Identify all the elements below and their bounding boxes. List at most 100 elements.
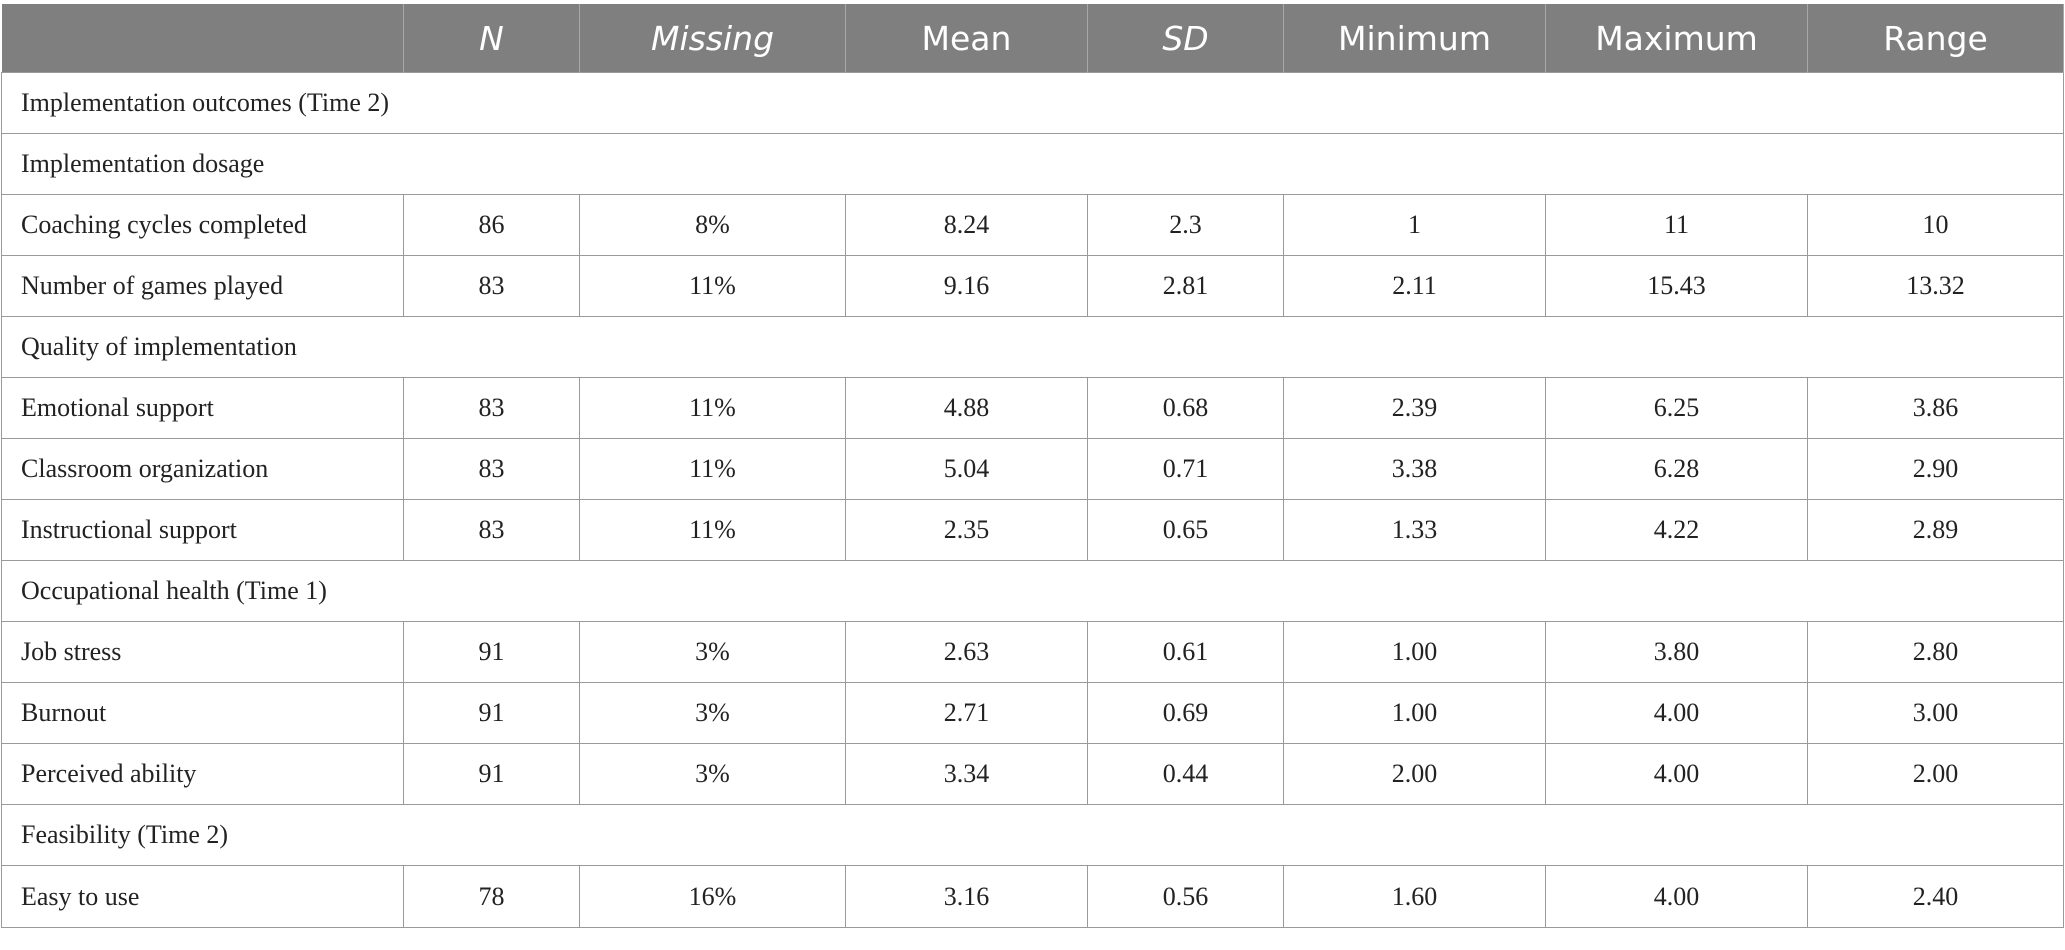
cell-range: 2.00 xyxy=(1807,743,2064,805)
cell-minimum: 2.11 xyxy=(1283,255,1546,317)
cell-sd: 0.61 xyxy=(1087,621,1284,683)
section-row: Implementation outcomes (Time 2) xyxy=(1,72,2064,134)
header-sd: SD xyxy=(1087,4,1284,73)
cell-maximum: 4.00 xyxy=(1545,865,1808,928)
cell-mean: 3.34 xyxy=(845,743,1088,805)
descriptive-statistics-table: N Missing Mean SD Minimum Maximum Range … xyxy=(1,4,2064,928)
header-maximum: Maximum xyxy=(1545,4,1808,73)
cell-maximum: 6.25 xyxy=(1545,377,1808,439)
table-row: Coaching cycles completed 86 8% 8.24 2.3… xyxy=(1,194,2064,256)
cell-missing: 3% xyxy=(579,621,846,683)
header-stub xyxy=(1,4,404,73)
cell-n: 86 xyxy=(403,194,580,256)
cell-minimum: 1.00 xyxy=(1283,682,1546,744)
cell-sd: 0.69 xyxy=(1087,682,1284,744)
cell-maximum: 4.00 xyxy=(1545,682,1808,744)
cell-sd: 2.81 xyxy=(1087,255,1284,317)
cell-maximum: 4.00 xyxy=(1545,743,1808,805)
cell-n: 83 xyxy=(403,438,580,500)
cell-n: 83 xyxy=(403,255,580,317)
cell-minimum: 3.38 xyxy=(1283,438,1546,500)
cell-mean: 2.63 xyxy=(845,621,1088,683)
cell-sd: 0.44 xyxy=(1087,743,1284,805)
cell-range: 10 xyxy=(1807,194,2064,256)
section-label: Implementation outcomes (Time 2) xyxy=(1,72,2064,134)
section-label: Implementation dosage xyxy=(1,133,2064,195)
header-mean: Mean xyxy=(845,4,1088,73)
cell-missing: 8% xyxy=(579,194,846,256)
section-row: Implementation dosage xyxy=(1,133,2064,195)
table-row: Classroom organization 83 11% 5.04 0.71 … xyxy=(1,438,2064,500)
row-label: Number of games played xyxy=(1,255,404,317)
cell-minimum: 1.00 xyxy=(1283,621,1546,683)
table-row: Number of games played 83 11% 9.16 2.81 … xyxy=(1,255,2064,317)
cell-minimum: 1.33 xyxy=(1283,499,1546,561)
cell-minimum: 1 xyxy=(1283,194,1546,256)
cell-n: 83 xyxy=(403,499,580,561)
section-label: Occupational health (Time 1) xyxy=(1,560,2064,622)
cell-mean: 4.88 xyxy=(845,377,1088,439)
section-row: Feasibility (Time 2) xyxy=(1,804,2064,866)
section-label: Quality of implementation xyxy=(1,316,2064,378)
cell-range: 3.00 xyxy=(1807,682,2064,744)
table-row: Job stress 91 3% 2.63 0.61 1.00 3.80 2.8… xyxy=(1,621,2064,683)
cell-mean: 3.16 xyxy=(845,865,1088,928)
row-label: Classroom organization xyxy=(1,438,404,500)
cell-mean: 8.24 xyxy=(845,194,1088,256)
header-missing: Missing xyxy=(579,4,846,73)
cell-n: 78 xyxy=(403,865,580,928)
descriptive-statistics-table-wrapper: N Missing Mean SD Minimum Maximum Range … xyxy=(1,4,2064,928)
cell-missing: 11% xyxy=(579,438,846,500)
row-label: Easy to use xyxy=(1,865,404,928)
cell-range: 13.32 xyxy=(1807,255,2064,317)
row-label: Burnout xyxy=(1,682,404,744)
cell-n: 83 xyxy=(403,377,580,439)
cell-mean: 5.04 xyxy=(845,438,1088,500)
row-label: Emotional support xyxy=(1,377,404,439)
cell-sd: 0.71 xyxy=(1087,438,1284,500)
cell-n: 91 xyxy=(403,682,580,744)
cell-missing: 16% xyxy=(579,865,846,928)
cell-sd: 2.3 xyxy=(1087,194,1284,256)
cell-range: 3.86 xyxy=(1807,377,2064,439)
row-label: Coaching cycles completed xyxy=(1,194,404,256)
cell-minimum: 1.60 xyxy=(1283,865,1546,928)
cell-maximum: 15.43 xyxy=(1545,255,1808,317)
cell-mean: 2.71 xyxy=(845,682,1088,744)
cell-sd: 0.65 xyxy=(1087,499,1284,561)
cell-missing: 11% xyxy=(579,255,846,317)
cell-mean: 9.16 xyxy=(845,255,1088,317)
table-row: Burnout 91 3% 2.71 0.69 1.00 4.00 3.00 xyxy=(1,682,2064,744)
cell-range: 2.80 xyxy=(1807,621,2064,683)
cell-missing: 11% xyxy=(579,377,846,439)
header-range: Range xyxy=(1807,4,2064,73)
cell-maximum: 4.22 xyxy=(1545,499,1808,561)
cell-range: 2.40 xyxy=(1807,865,2064,928)
cell-n: 91 xyxy=(403,743,580,805)
cell-range: 2.89 xyxy=(1807,499,2064,561)
cell-sd: 0.68 xyxy=(1087,377,1284,439)
header-minimum: Minimum xyxy=(1283,4,1546,73)
row-label: Instructional support xyxy=(1,499,404,561)
section-label: Feasibility (Time 2) xyxy=(1,804,2064,866)
table-row: Instructional support 83 11% 2.35 0.65 1… xyxy=(1,499,2064,561)
cell-minimum: 2.39 xyxy=(1283,377,1546,439)
section-row: Quality of implementation xyxy=(1,316,2064,378)
cell-minimum: 2.00 xyxy=(1283,743,1546,805)
cell-missing: 3% xyxy=(579,682,846,744)
header-n: N xyxy=(403,4,580,73)
table-row: Emotional support 83 11% 4.88 0.68 2.39 … xyxy=(1,377,2064,439)
cell-missing: 11% xyxy=(579,499,846,561)
row-label: Perceived ability xyxy=(1,743,404,805)
cell-n: 91 xyxy=(403,621,580,683)
cell-missing: 3% xyxy=(579,743,846,805)
cell-mean: 2.35 xyxy=(845,499,1088,561)
header-row: N Missing Mean SD Minimum Maximum Range xyxy=(1,4,2064,73)
section-row: Occupational health (Time 1) xyxy=(1,560,2064,622)
cell-maximum: 6.28 xyxy=(1545,438,1808,500)
cell-sd: 0.56 xyxy=(1087,865,1284,928)
cell-maximum: 3.80 xyxy=(1545,621,1808,683)
cell-range: 2.90 xyxy=(1807,438,2064,500)
table-row: Easy to use 78 16% 3.16 0.56 1.60 4.00 2… xyxy=(1,865,2064,928)
cell-maximum: 11 xyxy=(1545,194,1808,256)
